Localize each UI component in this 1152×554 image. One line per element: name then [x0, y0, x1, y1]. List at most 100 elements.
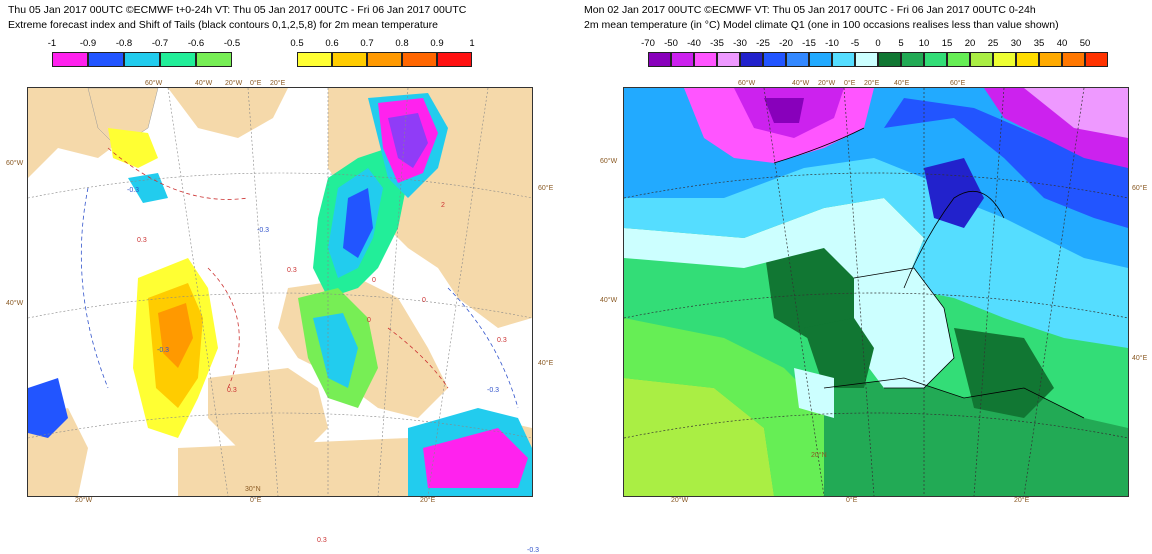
graticule-label: 20°W — [75, 497, 93, 504]
contour-label: -0.3 — [527, 547, 540, 554]
legend-color-swatch — [855, 52, 878, 67]
graticule-label: 60°W — [600, 158, 618, 165]
legend-color-swatch — [809, 52, 832, 67]
contour-label: 0.3 — [497, 337, 507, 344]
legend-tick-label: -0.5 — [223, 38, 241, 49]
legend-tick-label: 0 — [875, 38, 881, 49]
efi-map — [27, 87, 533, 497]
legend-color-swatch — [52, 52, 88, 67]
graticule-label: 20°W — [818, 80, 836, 87]
graticule-label: 40°W — [600, 297, 618, 304]
graticule-label: 20°E — [420, 497, 436, 504]
legend-color-swatch — [924, 52, 947, 67]
graticule-label: 40°E — [894, 80, 910, 87]
legend-color-swatch — [367, 52, 402, 67]
legend-tick-label: -0.9 — [79, 38, 97, 49]
contour-label: -0.3 — [257, 227, 270, 234]
graticule-label: 20°E — [270, 80, 286, 87]
legend-tick-label: 10 — [918, 38, 930, 49]
legend-tick-label: -5 — [850, 38, 860, 49]
legend-color-swatch — [1062, 52, 1085, 67]
legend-tick-label: 25 — [987, 38, 999, 49]
legend-tick-label: 50 — [1079, 38, 1091, 49]
contour-label: 2 — [441, 202, 445, 209]
legend-tick-label: 0.9 — [430, 38, 444, 49]
contour-label: 0.3 — [317, 537, 327, 544]
legend-color-swatch — [648, 52, 671, 67]
legend-tick-label: -1 — [47, 38, 57, 49]
temp-title-line1: Mon 02 Jan 2017 00UTC ©ECMWF VT: Thu 05 … — [584, 4, 1036, 16]
legend-tick-label: 1 — [469, 38, 475, 49]
graticule-label: 20°W — [225, 80, 243, 87]
legend-color-swatch — [124, 52, 160, 67]
contour-label: -0.3 — [157, 347, 170, 354]
efi-title-line2: Extreme forecast index and Shift of Tail… — [8, 19, 438, 31]
efi-positive-legend: 0.5 0.6 0.7 0.8 0.9 1 — [290, 38, 477, 68]
legend-color-swatch — [947, 52, 970, 67]
graticule-label: 60°W — [738, 80, 756, 87]
graticule-label: 40°W — [195, 80, 213, 87]
legend-color-swatch — [832, 52, 855, 67]
graticule-label: 0°E — [844, 80, 856, 87]
graticule-label: 40°E — [538, 360, 554, 367]
graticule-label: 0°E — [250, 80, 262, 87]
graticule-label: 20°E — [1014, 497, 1030, 504]
legend-color-swatch — [878, 52, 901, 67]
graticule-label: 20°E — [864, 80, 880, 87]
legend-tick-label: -10 — [825, 38, 839, 49]
contour-label: 0.3 — [287, 267, 297, 274]
graticule-label: 40°W — [792, 80, 810, 87]
legend-color-swatch — [671, 52, 694, 67]
graticule-label: 20°N — [811, 452, 827, 459]
legend-color-swatch — [786, 52, 809, 67]
legend-tick-label: -0.7 — [151, 38, 169, 49]
temperature-legend: -70 -50 -40 -35 -30 -25 -20 -15 -10 -5 0 5 10 15 20 25 3… — [641, 38, 1108, 68]
legend-tick-label: -30 — [733, 38, 747, 49]
graticule-label: 30°N — [245, 486, 261, 493]
legend-color-swatch — [160, 52, 196, 67]
contour-label: 0 — [372, 277, 376, 284]
efi-title-line1: Thu 05 Jan 2017 00UTC ©ECMWF t+0-24h VT:… — [8, 4, 467, 16]
legend-color-swatch — [402, 52, 437, 67]
legend-color-swatch — [88, 52, 124, 67]
legend-tick-label: -0.6 — [187, 38, 205, 49]
legend-tick-label: -15 — [802, 38, 816, 49]
graticule-label: 0°E — [250, 497, 262, 504]
legend-tick-label: 20 — [964, 38, 976, 49]
legend-tick-label: 5 — [898, 38, 904, 49]
graticule-label: 60°E — [950, 80, 966, 87]
temp-title-line2: 2m mean temperature (in °C) Model climat… — [584, 19, 1059, 31]
graticule-label: 60°W — [145, 80, 163, 87]
legend-color-swatch — [437, 52, 472, 67]
legend-color-swatch — [1085, 52, 1108, 67]
legend-color-swatch — [1039, 52, 1062, 67]
legend-color-swatch — [763, 52, 786, 67]
contour-label: 0.3 — [227, 387, 237, 394]
legend-tick-label: 0.5 — [290, 38, 304, 49]
temperature-map-canvas — [624, 88, 1128, 496]
contour-label: 0.3 — [137, 237, 147, 244]
legend-tick-label: 40 — [1056, 38, 1068, 49]
temperature-panel: Mon 02 Jan 2017 00UTC ©ECMWF VT: Thu 05 … — [576, 0, 1152, 509]
legend-tick-label: 35 — [1033, 38, 1045, 49]
contour-label: 0 — [422, 297, 426, 304]
legend-color-swatch — [1016, 52, 1039, 67]
efi-panel: Thu 05 Jan 2017 00UTC ©ECMWF t+0-24h VT:… — [0, 0, 560, 554]
legend-tick-label: -0.8 — [115, 38, 133, 49]
graticule-label: 60°W — [6, 160, 24, 167]
legend-tick-label: -70 — [641, 38, 655, 49]
legend-tick-label: -20 — [779, 38, 793, 49]
legend-tick-label: -50 — [664, 38, 678, 49]
legend-tick-label: -25 — [756, 38, 770, 49]
graticule-label: 60°E — [538, 185, 554, 192]
graticule-label: 60°E — [1132, 185, 1148, 192]
graticule-label: 0°E — [846, 497, 858, 504]
legend-color-swatch — [901, 52, 924, 67]
legend-tick-label: 0.6 — [325, 38, 339, 49]
efi-negative-legend: -1 -0.9 -0.8 -0.7 -0.6 -0.5 — [48, 38, 240, 68]
legend-color-swatch — [970, 52, 993, 67]
legend-color-swatch — [694, 52, 717, 67]
graticule-label: 20°W — [671, 497, 689, 504]
contour-label: -0.3 — [487, 387, 500, 394]
legend-color-swatch — [332, 52, 367, 67]
